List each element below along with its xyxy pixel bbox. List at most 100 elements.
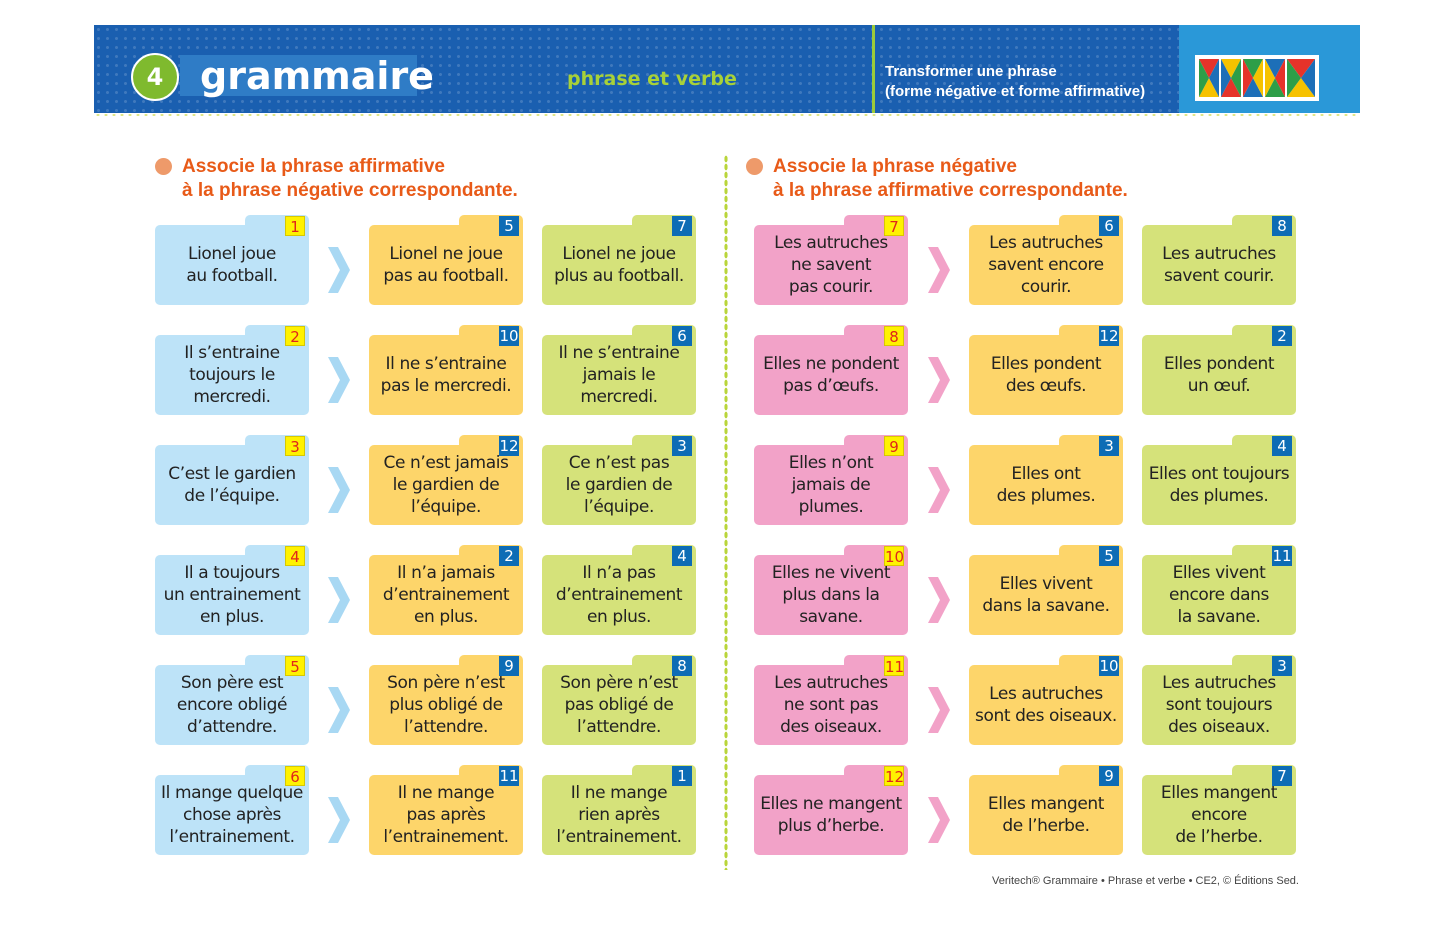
card-affirmative-option[interactable]: Les autruches sont des oiseaux. 10 — [969, 655, 1123, 745]
card-negative-option[interactable]: Son père n’est plus obligé de l’attendre… — [369, 655, 523, 745]
card-text: Elles n’ont jamais de plumes. — [788, 453, 874, 517]
card-number: 2 — [1272, 326, 1292, 346]
card-text: Elles vivent encore dans la savane. — [1169, 563, 1269, 627]
chevron-right-icon — [928, 467, 950, 513]
card-negative-option[interactable]: Lionel ne joue plus au football. 7 — [542, 215, 696, 305]
card-affirmative-option[interactable]: Elles ont des plumes. 3 — [969, 435, 1123, 525]
card-affirmative[interactable]: Il a toujours un entrainement en plus. 4 — [155, 545, 309, 635]
card-affirmative-option[interactable]: Elles mangent de l’herbe. 9 — [969, 765, 1123, 855]
card-affirmative[interactable]: Il s’entraine toujours le mercredi. 2 — [155, 325, 309, 415]
card-number: 11 — [884, 656, 905, 676]
card-number: 4 — [285, 546, 305, 566]
card-text: Les autruches savent encore courir. — [988, 233, 1104, 297]
chevron-right-icon — [328, 357, 350, 403]
card-number: 4 — [672, 546, 692, 566]
title-bar — [180, 55, 417, 96]
card-negative-option[interactable]: Il n’a pas d’entrainement en plus. 4 — [542, 545, 696, 635]
card-text: Les autruches ne savent pas courir. — [774, 233, 888, 297]
card-negative-option[interactable]: Il ne s’entraine jamais le mercredi. 6 — [542, 325, 696, 415]
card-negative[interactable]: Les autruches ne savent pas courir. 7 — [754, 215, 908, 305]
objective-line-1: Transformer une phrase — [885, 63, 1057, 80]
card-number: 3 — [285, 436, 305, 456]
chevron-right-icon — [328, 577, 350, 623]
card-number: 12 — [1099, 326, 1119, 346]
center-dotted-divider — [724, 155, 728, 870]
card-number: 11 — [1272, 546, 1292, 566]
card-affirmative[interactable]: Lionel joue au football. 1 — [155, 215, 309, 305]
card-number: 1 — [285, 216, 305, 236]
card-negative-option[interactable]: Lionel ne joue pas au football. 5 — [369, 215, 523, 305]
card-text: Ce n’est pas le gardien de l’équipe. — [565, 453, 673, 517]
card-affirmative-option[interactable]: Elles ont toujours des plumes. 4 — [1142, 435, 1296, 525]
card-text: Les autruches savent courir. — [1162, 244, 1276, 286]
card-negative-option[interactable]: Il ne mange pas après l’entrainement. 11 — [369, 765, 523, 855]
card-text: Il ne mange rien après l’entrainement. — [556, 783, 682, 847]
card-text: Elles pondent un œuf. — [1163, 354, 1275, 396]
card-affirmative-option[interactable]: Elles mangent encore de l’herbe. 7 — [1142, 765, 1296, 855]
card-text: Elles ne mangent plus d’herbe. — [760, 794, 902, 836]
card-number: 10 — [1099, 656, 1119, 676]
card-affirmative-option[interactable]: Elles pondent un œuf. 2 — [1142, 325, 1296, 415]
card-text: Son père n’est pas obligé de l’attendre. — [560, 673, 678, 737]
card-negative-option[interactable]: Il ne s’entraine pas le mercredi. 10 — [369, 325, 523, 415]
card-negative-option[interactable]: Il n’a jamais d’entrainement en plus. 2 — [369, 545, 523, 635]
card-negative[interactable]: Elles ne mangent plus d’herbe. 12 — [754, 765, 908, 855]
card-text: Lionel ne joue plus au football. — [554, 244, 684, 286]
card-text: Il ne mange pas après l’entrainement. — [383, 783, 509, 847]
module-subject: phrase et verbe — [567, 68, 737, 90]
card-affirmative[interactable]: Son père est encore obligé d’attendre. 5 — [155, 655, 309, 745]
card-number: 12 — [884, 766, 905, 786]
card-affirmative-option[interactable]: Les autruches savent courir. 8 — [1142, 215, 1296, 305]
card-affirmative-option[interactable]: Les autruches savent encore courir. 6 — [969, 215, 1123, 305]
card-negative-option[interactable]: Ce n’est pas le gardien de l’équipe. 3 — [542, 435, 696, 525]
instruction-left-line-1: Associe la phrase affirmative — [182, 156, 445, 177]
card-text: Elles ne vivent plus dans la savane. — [771, 563, 891, 627]
card-affirmative[interactable]: C’est le gardien de l’équipe. 3 — [155, 435, 309, 525]
card-text: C’est le gardien de l’équipe. — [168, 464, 296, 506]
card-number: 9 — [884, 436, 904, 456]
card-negative-option[interactable]: Son père n’est pas obligé de l’attendre.… — [542, 655, 696, 745]
chevron-right-icon — [928, 357, 950, 403]
card-negative-option[interactable]: Il ne mange rien après l’entrainement. 1 — [542, 765, 696, 855]
card-text: Elles mangent de l’herbe. — [987, 794, 1105, 836]
card-text: Elles pondent des œufs. — [990, 354, 1102, 396]
module-objective: Transformer une phrase (forme négative e… — [885, 62, 1145, 102]
card-text: Il s’entraine toujours le mercredi. — [184, 343, 280, 407]
card-text: Il ne s’entraine pas le mercredi. — [380, 354, 512, 396]
card-affirmative-option[interactable]: Elles pondent des œufs. 12 — [969, 325, 1123, 415]
card-number: 3 — [1272, 656, 1292, 676]
card-affirmative-option[interactable]: Les autruches sont toujours des oiseaux.… — [1142, 655, 1296, 745]
chevron-right-icon — [928, 687, 950, 733]
card-number: 7 — [672, 216, 692, 236]
card-text: Son père est encore obligé d’attendre. — [176, 673, 288, 737]
footer-copyright: Veritech® Grammaire • Phrase et verbe • … — [992, 875, 1299, 887]
card-text: Elles mangent encore de l’herbe. — [1160, 783, 1278, 847]
card-negative[interactable]: Elles n’ont jamais de plumes. 9 — [754, 435, 908, 525]
card-negative-option[interactable]: Ce n’est jamais le gardien de l’équipe. 1… — [369, 435, 523, 525]
card-number: 5 — [285, 656, 305, 676]
card-text: Lionel ne joue pas au football. — [383, 244, 509, 286]
card-text: Elles vivent dans la savane. — [982, 574, 1110, 616]
card-affirmative[interactable]: Il mange quelque chose après l’entrainem… — [155, 765, 309, 855]
card-affirmative-option[interactable]: Elles vivent dans la savane. 5 — [969, 545, 1123, 635]
card-number: 8 — [672, 656, 692, 676]
card-affirmative-option[interactable]: Elles vivent encore dans la savane. 11 — [1142, 545, 1296, 635]
card-text: Elles ont toujours des plumes. — [1148, 464, 1290, 506]
card-number: 3 — [1099, 436, 1119, 456]
chevron-right-icon — [328, 467, 350, 513]
card-negative[interactable]: Les autruches ne sont pas des oiseaux. 11 — [754, 655, 908, 745]
chevron-right-icon — [328, 797, 350, 843]
card-number: 6 — [285, 766, 305, 786]
bullet-icon — [155, 158, 172, 175]
header-banner — [94, 25, 1360, 113]
card-number: 2 — [285, 326, 305, 346]
card-negative[interactable]: Elles ne vivent plus dans la savane. 10 — [754, 545, 908, 635]
chevron-right-icon — [328, 247, 350, 293]
card-number: 8 — [884, 326, 904, 346]
card-text: Elles ne pondent pas d’œufs. — [763, 354, 899, 396]
card-text: Il n’a pas d’entrainement en plus. — [555, 563, 683, 627]
chevron-right-icon — [928, 247, 950, 293]
veritech-logo-icon — [1195, 55, 1319, 101]
card-negative[interactable]: Elles ne pondent pas d’œufs. 8 — [754, 325, 908, 415]
card-text: Il n’a jamais d’entrainement en plus. — [382, 563, 510, 627]
